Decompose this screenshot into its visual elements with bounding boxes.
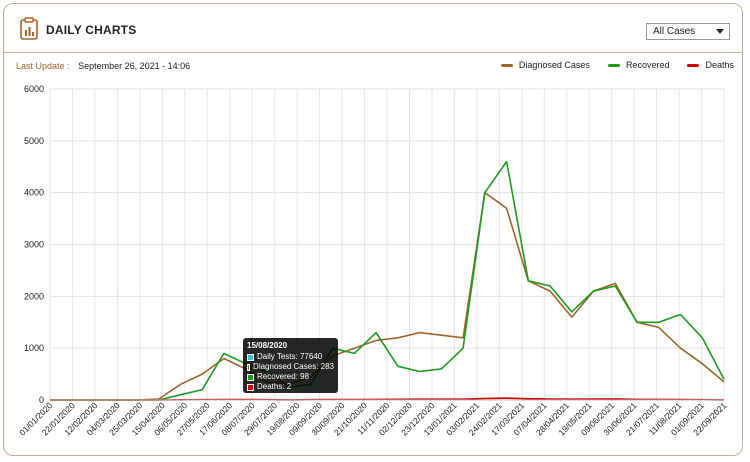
legend-item[interactable]: Recovered: [607, 60, 670, 70]
y-tick-label: 3000: [24, 240, 44, 250]
legend-swatch: [607, 63, 620, 67]
tooltip-date: 15/08/2020: [247, 341, 288, 350]
legend-item[interactable]: Diagnosed Cases: [500, 60, 590, 70]
tooltip-text: Deaths: 2: [257, 382, 292, 391]
y-tick-label: 2000: [24, 291, 44, 301]
legend-label: Recovered: [625, 60, 670, 70]
y-tick-label: 0: [39, 395, 44, 405]
y-tick-label: 4000: [24, 188, 44, 198]
series-line: [50, 191, 725, 401]
daily-charts-card: DAILY CHARTS All Cases: [3, 3, 743, 456]
series-line: [50, 160, 725, 401]
legend-item[interactable]: Deaths: [687, 60, 734, 70]
legend-label: Deaths: [705, 60, 734, 70]
tooltip-text: Daily Tests: 77640: [257, 352, 323, 361]
last-update-label: Last Update :: [16, 61, 70, 71]
tooltip-row: Recovered: 98: [247, 372, 334, 382]
legend-swatch: [687, 63, 700, 67]
y-tick-label: 1000: [24, 343, 44, 353]
tooltip-swatch: [247, 363, 251, 371]
select-value: All Cases: [653, 26, 696, 37]
last-update: Last Update : September 26, 2021 - 14:06: [16, 61, 190, 71]
tooltip-row: Diagnosed Cases: 283: [247, 362, 334, 372]
tooltip-swatch: [247, 353, 254, 361]
page-title: DAILY CHARTS: [46, 23, 137, 37]
chevron-down-icon: [716, 29, 724, 34]
tooltip-swatch: [247, 373, 254, 381]
card-header: DAILY CHARTS All Cases: [4, 4, 742, 53]
clipboard-chart-icon: [20, 17, 38, 40]
y-tick-label: 6000: [24, 84, 44, 94]
chart-tooltip: 15/08/2020 Daily Tests: 77640 Diagnosed C…: [243, 338, 338, 393]
tooltip-row: Deaths: 2: [247, 382, 334, 392]
chart-legend: Diagnosed Cases Recovered Deaths: [500, 60, 734, 70]
last-update-value: September 26, 2021 - 14:06: [78, 61, 191, 71]
tooltip-text: Recovered: 98: [257, 372, 310, 381]
tooltip-swatch: [247, 383, 254, 391]
y-tick-label: 5000: [24, 136, 44, 146]
tooltip-text: Diagnosed Cases: 283: [253, 362, 334, 371]
case-type-select[interactable]: All Cases: [646, 23, 730, 40]
tooltip-row: Daily Tests: 77640: [247, 352, 334, 362]
legend-swatch: [500, 63, 513, 67]
legend-label: Diagnosed Cases: [518, 60, 590, 70]
